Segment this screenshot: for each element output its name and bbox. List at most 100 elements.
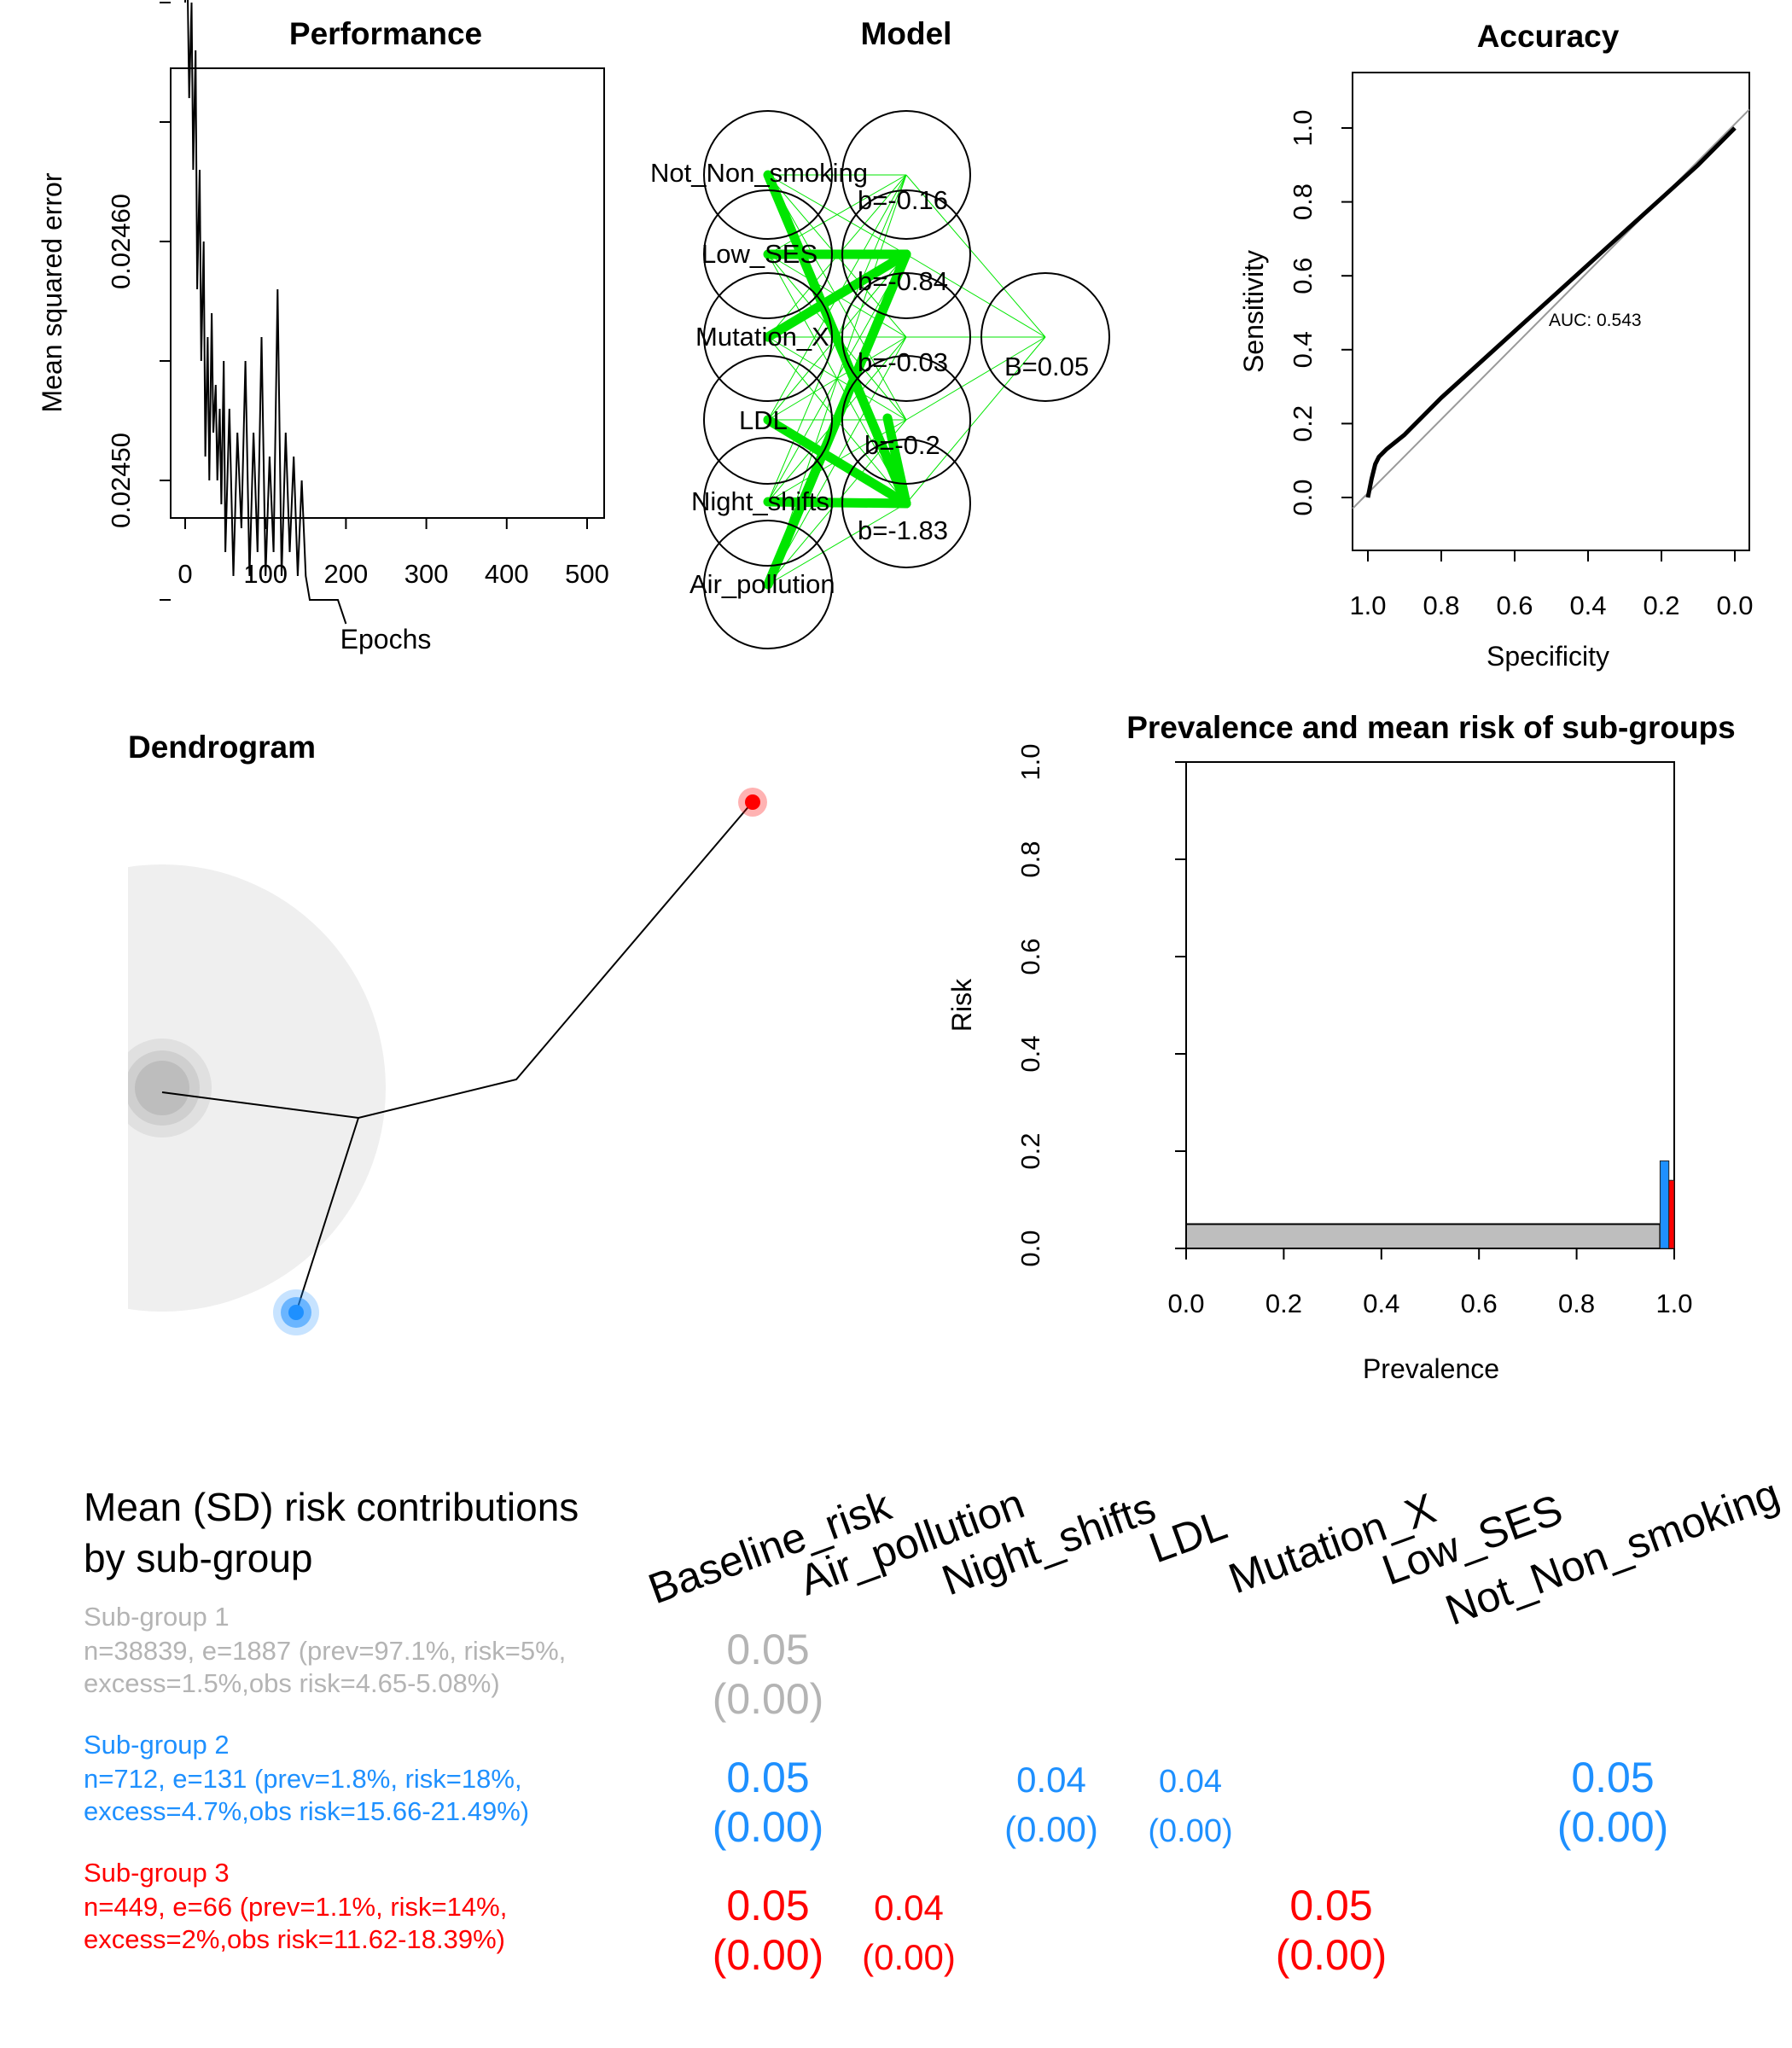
cell-sd: (0.00) — [862, 1937, 956, 1977]
acc-y-tick-label: 0.8 — [1288, 183, 1318, 220]
prevalence-panel: Prevalence and mean risk of sub-groups 0… — [946, 710, 1736, 1384]
model-panel: Model Not_Non_smoking Low_SES Mutation_X LD… — [650, 16, 1110, 649]
prevalence-plot-box — [1185, 761, 1675, 1249]
perf-y-tick-label: 0.02460 — [106, 194, 136, 289]
dendrogram-panel: Dendrogram — [128, 730, 767, 1335]
prev-y-tick-label: 0.6 — [1015, 938, 1045, 975]
accuracy-x-label: Specificity — [1487, 641, 1609, 672]
table-row: Sub-group 1 n=38839, e=1887 (prev=97.1%, … — [84, 1602, 823, 1723]
accuracy-diagonal — [1352, 108, 1750, 509]
cell-sd: (0.00) — [1004, 1809, 1098, 1849]
prev-y-tick-label: 0.8 — [1015, 841, 1045, 877]
cell-sd: (0.00) — [713, 1675, 824, 1723]
dendrogram-title: Dendrogram — [128, 730, 316, 765]
subgroup-name: Sub-group 1 — [84, 1602, 230, 1632]
model-edge — [905, 174, 1046, 338]
prev-y-tick-label: 0.2 — [1015, 1132, 1045, 1169]
model-input-label: Not_Non_smoking — [650, 158, 868, 188]
table-title-line1: Mean (SD) risk contributions — [84, 1485, 579, 1529]
model-edge-strong — [763, 415, 911, 509]
subgroup-stats-line1: n=449, e=66 (prev=1.1%, risk=14%, — [84, 1892, 507, 1922]
model-input-label: Air_pollution — [689, 569, 835, 599]
acc-x-tick-label: 0.2 — [1643, 591, 1679, 620]
perf-x-tick-label: 0 — [177, 559, 192, 589]
model-input-node — [703, 437, 833, 567]
cell-mean: 0.04 — [1159, 1764, 1222, 1800]
model-input-node — [703, 272, 833, 402]
model-edges — [763, 170, 1046, 590]
acc-y-tick-label: 0.6 — [1288, 258, 1318, 294]
prev-x-tick-label: 0.8 — [1558, 1289, 1595, 1318]
dendrogram-root-node — [135, 1061, 189, 1115]
model-input-node — [703, 189, 833, 319]
model-edge-strong — [882, 413, 911, 509]
model-edge-strong — [763, 497, 911, 509]
acc-x-tick-label: 0.6 — [1496, 591, 1533, 620]
performance-x-ticks: 0 100 200 300 400 500 — [177, 518, 609, 589]
model-hidden-node — [841, 110, 971, 240]
roc-curve — [1365, 126, 1737, 498]
prev-y-tick-label: 0.0 — [1015, 1230, 1045, 1266]
model-hidden-node — [841, 439, 971, 568]
model-hidden-bias-label: b=-1.83 — [858, 515, 948, 545]
accuracy-title: Accuracy — [1477, 19, 1620, 54]
perf-x-tick-label: 400 — [485, 559, 529, 589]
accuracy-panel: Accuracy 1.0 0.8 0.6 0.4 0.2 0.0 0.0 0.2 0.4 0.6… — [1238, 19, 1754, 672]
dendrogram-branch-sub2 — [296, 1117, 359, 1311]
model-hidden-bias-label: b=-0.03 — [858, 347, 948, 377]
table-row: Sub-group 2 n=712, e=131 (prev=1.8%, risk… — [84, 1730, 1668, 1851]
prevalence-bar — [1185, 1223, 1661, 1249]
acc-x-tick-label: 0.0 — [1716, 591, 1753, 620]
prevalence-bars — [1185, 1160, 1675, 1249]
cell-mean: 0.05 — [726, 1882, 809, 1929]
table-title-line2: by sub-group — [84, 1536, 313, 1580]
prevalence-y-ticks: 0.0 0.2 0.4 0.6 0.8 1.0 — [1015, 743, 1186, 1267]
model-hidden-bias-label: b=-0.2 — [864, 430, 940, 460]
subgroup-stats-line2: excess=1.5%,obs risk=4.65-5.08%) — [84, 1668, 500, 1698]
subgroup-name: Sub-group 3 — [84, 1858, 230, 1888]
model-edge — [767, 174, 907, 585]
cell-sd: (0.00) — [713, 1931, 824, 1979]
model-nodes: Not_Non_smoking Low_SES Mutation_X LDL Night… — [650, 110, 1110, 649]
performance-y-ticks: 0.02450 0.02460 — [106, 2, 171, 601]
prev-x-tick-label: 0.0 — [1167, 1289, 1204, 1318]
accuracy-y-ticks: 0.0 0.2 0.4 0.6 0.8 1.0 — [1288, 109, 1353, 516]
prev-y-tick-label: 1.0 — [1015, 743, 1045, 780]
performance-line — [184, 0, 347, 625]
acc-y-tick-label: 1.0 — [1288, 109, 1318, 146]
prevalence-x-ticks: 0.0 0.2 0.4 0.6 0.8 1.0 — [1167, 1248, 1693, 1318]
accuracy-y-label: Sensitivity — [1238, 250, 1269, 373]
model-edge-strong — [763, 170, 911, 509]
cell-mean: 0.05 — [726, 1754, 809, 1801]
performance-plot-box — [170, 67, 605, 519]
dendrogram-branch-sub3 — [161, 803, 752, 1120]
model-input-node — [703, 110, 833, 240]
prevalence-x-label: Prevalence — [1363, 1353, 1499, 1384]
cell-mean: 0.04 — [874, 1888, 944, 1928]
cell-mean: 0.04 — [1016, 1760, 1086, 1800]
dendrogram-sub2-node — [288, 1305, 304, 1320]
perf-x-tick-label: 300 — [404, 559, 449, 589]
model-hidden-bias-label: b=-0.84 — [858, 266, 948, 296]
dendrogram-sub3-node — [745, 794, 760, 810]
cell-mean: 0.05 — [726, 1626, 809, 1673]
prevalence-y-label: Risk — [946, 978, 977, 1032]
performance-x-label: Epochs — [340, 624, 432, 655]
table-column-header: LDL — [1143, 1500, 1233, 1572]
model-input-node — [703, 355, 833, 485]
cell-sd: (0.00) — [713, 1803, 824, 1851]
model-edge — [905, 336, 1046, 421]
accuracy-curves — [1352, 108, 1750, 509]
acc-y-tick-label: 0.2 — [1288, 405, 1318, 442]
acc-y-tick-label: 0.4 — [1288, 331, 1318, 368]
model-edge — [767, 253, 907, 503]
accuracy-plot-box — [1352, 72, 1750, 551]
perf-x-tick-label: 500 — [565, 559, 609, 589]
model-input-node — [703, 520, 833, 649]
model-hidden-node — [841, 355, 971, 485]
perf-x-tick-label: 200 — [324, 559, 369, 589]
acc-y-tick-label: 0.0 — [1288, 479, 1318, 515]
prevalence-title: Prevalence and mean risk of sub-groups — [1126, 710, 1736, 745]
model-edge-strong — [763, 249, 911, 590]
